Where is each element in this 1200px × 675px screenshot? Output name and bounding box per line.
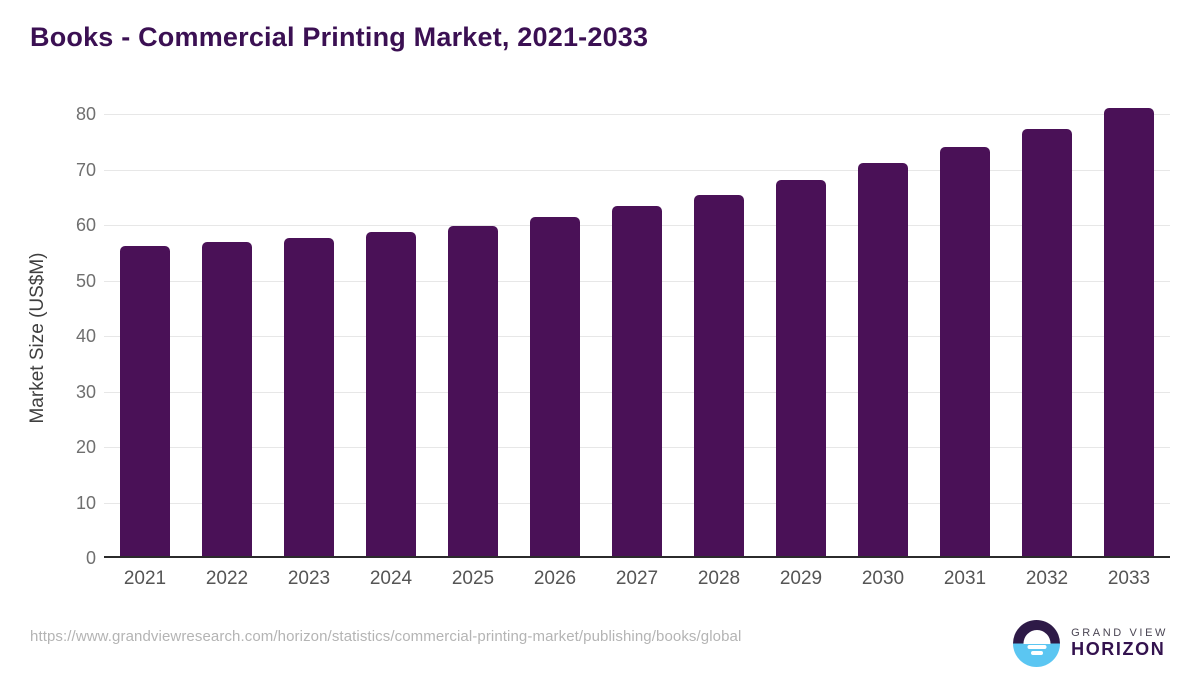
bar-2033 — [1104, 108, 1154, 556]
bar-2022 — [202, 241, 252, 556]
y-tick-label-70: 70 — [75, 159, 96, 180]
wave-line-2 — [1030, 651, 1043, 656]
x-tick-label-2030: 2030 — [861, 568, 905, 589]
x-tick-label-2027: 2027 — [615, 568, 659, 589]
bar-2029 — [776, 180, 826, 556]
wave-line-1 — [1027, 645, 1047, 650]
bar-2023 — [284, 238, 334, 556]
x-tick-label-2022: 2022 — [205, 568, 249, 589]
y-tick-label-80: 80 — [75, 104, 96, 124]
chart-title: Books - Commercial Printing Market, 2021… — [30, 22, 649, 52]
logo-text: GRAND VIEW HORIZON — [1071, 627, 1168, 660]
y-axis-tick-labels: 0 10 20 30 40 50 60 70 80 — [0, 96, 96, 568]
bar-2031 — [940, 146, 990, 556]
x-tick-label-2021: 2021 — [123, 568, 167, 589]
y-tick-label-40: 40 — [75, 326, 96, 346]
plot-area — [104, 96, 1170, 558]
bar-2032 — [1022, 128, 1072, 556]
bar-2024 — [366, 231, 416, 556]
x-axis-tick-labels: 2021 2022 2023 2024 2025 2026 2027 2028 2029 2030… — [104, 568, 1170, 598]
x-tick-label-2026: 2026 — [533, 568, 577, 589]
gridline-70 — [104, 169, 1170, 171]
x-tick-label-2029: 2029 — [779, 568, 823, 589]
x-tick-label-2023: 2023 — [287, 568, 331, 589]
logo-text-horizon: HORIZON — [1071, 639, 1166, 660]
bar-2025 — [448, 225, 498, 556]
bar-2028 — [694, 194, 744, 556]
bar-2030 — [858, 163, 908, 556]
bar-2026 — [530, 216, 580, 556]
y-tick-label-50: 50 — [75, 270, 96, 291]
gridline-80 — [104, 114, 1170, 115]
y-tick-label-20: 20 — [75, 437, 96, 457]
x-tick-label-2028: 2028 — [697, 568, 741, 589]
bar-2021 — [120, 245, 170, 556]
x-tick-label-2025: 2025 — [451, 568, 495, 589]
grand-view-horizon-logo: GRAND VIEW HORIZON — [1013, 620, 1168, 667]
x-tick-label-2032: 2032 — [1025, 568, 1069, 589]
y-tick-label-0: 0 — [85, 548, 96, 568]
x-tick-label-2031: 2031 — [943, 568, 987, 589]
x-tick-label-2033: 2033 — [1107, 568, 1151, 589]
x-tick-label-2024: 2024 — [369, 568, 413, 589]
horizon-sunset-icon — [1013, 620, 1061, 667]
source-url[interactable]: https://www.grandviewresearch.com/horizo… — [30, 628, 742, 645]
logo-text-grand-view: GRAND VIEW — [1071, 626, 1168, 639]
y-tick-label-30: 30 — [75, 381, 96, 402]
y-tick-label-10: 10 — [75, 492, 96, 513]
y-tick-label-60: 60 — [75, 215, 96, 235]
x-axis-line — [104, 556, 1170, 558]
bar-2027 — [612, 206, 662, 556]
sun-shape — [1023, 629, 1051, 644]
